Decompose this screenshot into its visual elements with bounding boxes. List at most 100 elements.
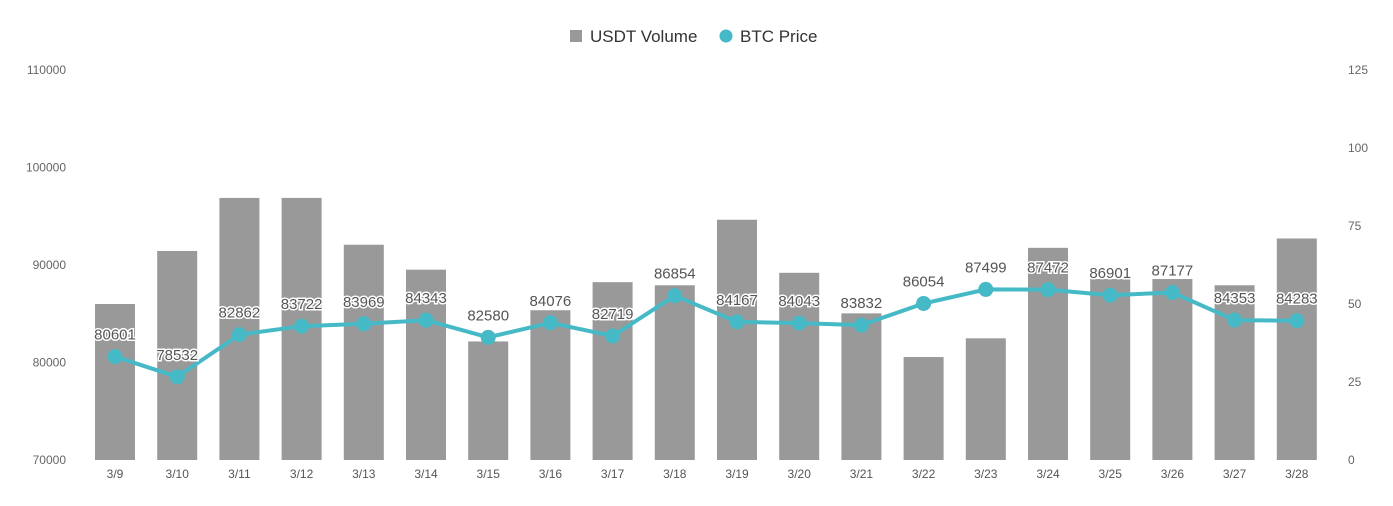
volume-bar-3-13	[343, 244, 384, 460]
price-data-label: 86054	[903, 273, 945, 290]
price-point-3-15	[480, 329, 496, 345]
price-data-label: 84167	[716, 292, 758, 309]
price-point-3-13	[356, 316, 372, 332]
left-axis-tick: 100000	[26, 161, 66, 175]
right-axis-tick: 75	[1348, 219, 1362, 233]
x-axis-tick: 3/22	[912, 467, 936, 481]
volume-bar-3-15	[468, 341, 509, 460]
legend-price-label: BTC Price	[740, 27, 817, 46]
price-point-3-25	[1102, 287, 1118, 303]
x-axis-tick: 3/15	[477, 467, 501, 481]
price-data-label: 87499	[965, 259, 1007, 276]
volume-bar-3-22	[903, 357, 944, 460]
price-data-label: 87177	[1152, 263, 1194, 280]
price-data-label: 84283	[1276, 291, 1318, 308]
volume-bar-3-28	[1276, 238, 1317, 460]
price-labels: 80601 78532 82862 83722 83969 84343 82580 84076…	[93, 258, 1320, 365]
price-data-label: 80601	[94, 327, 136, 344]
price-point-3-24	[1040, 282, 1056, 298]
price-point-3-28	[1289, 313, 1305, 329]
left-axis-tick: 110000	[27, 63, 66, 77]
price-point-3-22	[916, 295, 932, 311]
price-data-label: 86854	[654, 266, 696, 283]
price-data-label: 82719	[592, 306, 634, 323]
x-axis-tick: 3/19	[725, 467, 749, 481]
volume-bar-3-23	[965, 338, 1006, 460]
x-axis-tick: 3/17	[601, 467, 625, 481]
price-data-label: 83832	[841, 295, 883, 312]
price-data-label: 83722	[281, 296, 323, 313]
price-point-3-21	[853, 317, 869, 333]
price-point-3-16	[542, 315, 558, 331]
left-axis-tick: 70000	[33, 453, 67, 467]
x-axis-tick: 3/23	[974, 467, 998, 481]
right-axis-tick: 25	[1348, 375, 1362, 389]
volume-bar-3-21	[841, 313, 882, 460]
price-data-label: 82862	[219, 305, 261, 322]
price-point-3-26	[1164, 285, 1180, 301]
x-axis-tick: 3/12	[290, 467, 314, 481]
price-data-label: 83969	[343, 294, 385, 311]
x-axis-tick: 3/27	[1223, 467, 1247, 481]
price-point-3-12	[294, 318, 310, 334]
price-data-label: 84343	[405, 290, 447, 307]
price-point-3-23	[978, 281, 994, 297]
volume-bar-3-24	[1028, 247, 1068, 460]
volume-bars	[95, 197, 1317, 461]
price-data-label: 84076	[530, 293, 572, 310]
price-point-3-19	[729, 314, 745, 330]
legend-volume-marker	[570, 30, 582, 42]
x-axis-tick: 3/11	[228, 467, 251, 481]
right-axis-tick: 125	[1348, 63, 1368, 77]
volume-bar-3-9	[95, 304, 135, 460]
x-axis: 3/9 3/10 3/11 3/12 3/13 3/14 3/15 3/16 3/17 3/18 3…	[107, 467, 1309, 481]
volume-bar-3-27	[1214, 285, 1255, 460]
x-axis-tick: 3/20	[788, 467, 812, 481]
legend-volume-label: USDT Volume	[590, 27, 697, 46]
right-axis-tick: 0	[1348, 453, 1355, 467]
x-axis-tick: 3/24	[1036, 467, 1060, 481]
right-axis-tick: 50	[1348, 297, 1362, 311]
volume-bar-3-16	[530, 310, 571, 460]
right-axis: 0 25 50 75 100 125	[1348, 63, 1368, 467]
left-axis-tick: 80000	[33, 356, 67, 370]
left-axis-tick: 90000	[33, 258, 67, 272]
volume-bar-3-10	[157, 250, 198, 460]
volume-bar-3-26	[1152, 279, 1193, 460]
price-point-3-10	[169, 369, 185, 385]
volume-bar-3-25	[1090, 279, 1131, 460]
right-axis-tick: 100	[1348, 141, 1368, 155]
x-axis-tick: 3/21	[850, 467, 874, 481]
price-line	[114, 287, 1297, 379]
price-point-3-17	[605, 328, 621, 344]
x-axis-tick: 3/13	[352, 467, 376, 481]
volume-bar-3-17	[592, 282, 633, 460]
left-axis: 70000 80000 90000 100000 110000	[26, 63, 66, 467]
x-axis-tick: 3/18	[663, 467, 687, 481]
x-axis-tick: 3/26	[1161, 467, 1185, 481]
price-point-3-11	[231, 327, 247, 343]
x-axis-tick: 3/10	[166, 467, 190, 481]
price-points	[107, 281, 1305, 385]
x-axis-tick: 3/14	[414, 467, 438, 481]
price-data-label: 84353	[1214, 290, 1256, 307]
volume-bar-3-18	[654, 285, 695, 460]
volume-bar-3-20	[779, 272, 820, 460]
price-data-label: 87472	[1027, 260, 1069, 277]
price-data-label: 82580	[467, 307, 509, 324]
x-axis-tick: 3/28	[1285, 467, 1309, 481]
x-axis-tick: 3/9	[107, 467, 124, 481]
price-point-3-20	[791, 315, 807, 331]
legend-price-marker	[719, 29, 733, 43]
price-data-label: 86901	[1089, 265, 1131, 282]
price-point-3-27	[1227, 312, 1243, 328]
price-data-label: 84043	[778, 293, 820, 310]
price-series-line	[114, 287, 1297, 379]
x-axis-tick: 3/25	[1099, 467, 1123, 481]
x-axis-tick: 3/16	[539, 467, 563, 481]
price-data-label: 78532	[156, 347, 198, 364]
volume-bar-3-19	[717, 219, 757, 460]
volume-bar-3-14	[406, 269, 446, 460]
price-point-3-14	[418, 312, 434, 328]
